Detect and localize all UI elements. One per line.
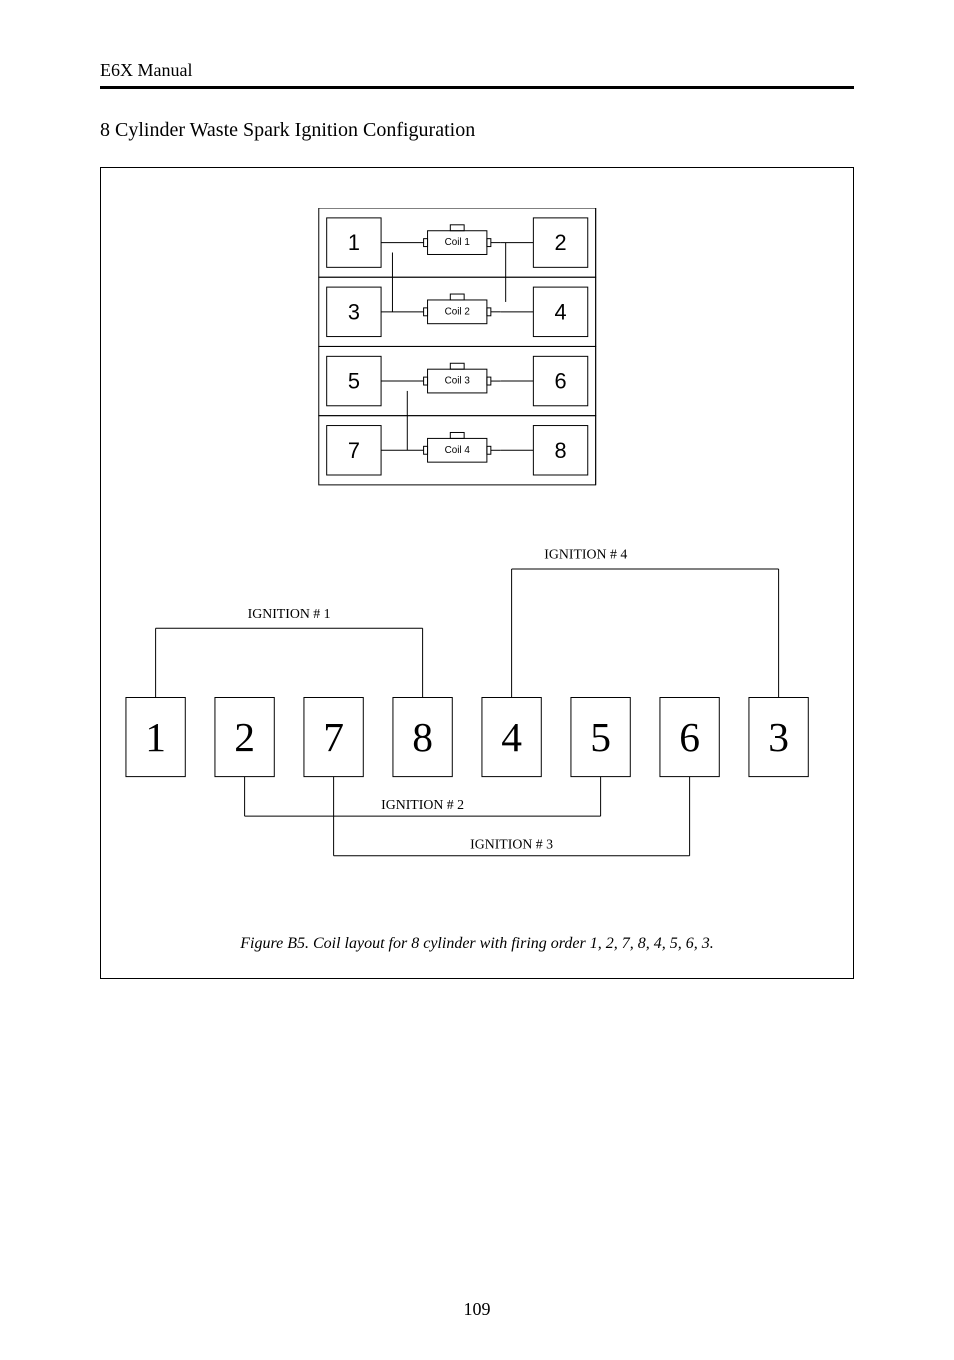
svg-text:5: 5 [590, 714, 611, 760]
svg-text:2: 2 [555, 230, 567, 255]
svg-text:IGNITION # 3: IGNITION # 3 [470, 836, 553, 851]
manual-header: E6X Manual [100, 60, 854, 81]
svg-text:5: 5 [348, 369, 360, 394]
svg-text:1: 1 [348, 230, 360, 255]
svg-text:IGNITION # 2: IGNITION # 2 [381, 797, 464, 812]
svg-text:2: 2 [234, 714, 255, 760]
svg-text:8: 8 [555, 438, 567, 463]
svg-text:Coil 2: Coil 2 [445, 306, 470, 317]
coil-diagram: 1 2 Coil 1 3 4 Coil 2 5 6 Coil 3 7 8 Coil 4 1 2 7 8 4 5 6 3… [121, 208, 833, 910]
figure-caption: Figure B5. Coil layout for 8 cylinder wi… [121, 935, 833, 953]
svg-text:Coil 4: Coil 4 [445, 445, 471, 456]
svg-text:3: 3 [768, 714, 789, 760]
figure-frame: 1 2 Coil 1 3 4 Coil 2 5 6 Coil 3 7 8 Coil 4 1 2 7 8 4 5 6 3… [100, 167, 854, 979]
svg-text:1: 1 [145, 714, 166, 760]
svg-text:4: 4 [555, 299, 567, 324]
svg-text:4: 4 [501, 714, 522, 760]
svg-text:7: 7 [348, 438, 360, 463]
svg-text:3: 3 [348, 299, 360, 324]
svg-text:IGNITION # 1: IGNITION # 1 [248, 606, 331, 621]
svg-text:7: 7 [323, 714, 344, 760]
svg-text:8: 8 [412, 714, 433, 760]
svg-text:Coil 1: Coil 1 [445, 237, 471, 248]
page-number: 109 [100, 1299, 854, 1320]
header-rule [100, 86, 854, 89]
svg-text:6: 6 [555, 369, 567, 394]
svg-text:6: 6 [679, 714, 700, 760]
section-title: 8 Cylinder Waste Spark Ignition Configur… [100, 119, 854, 142]
svg-text:Coil 3: Coil 3 [445, 376, 471, 387]
svg-text:IGNITION # 4: IGNITION # 4 [544, 547, 627, 562]
